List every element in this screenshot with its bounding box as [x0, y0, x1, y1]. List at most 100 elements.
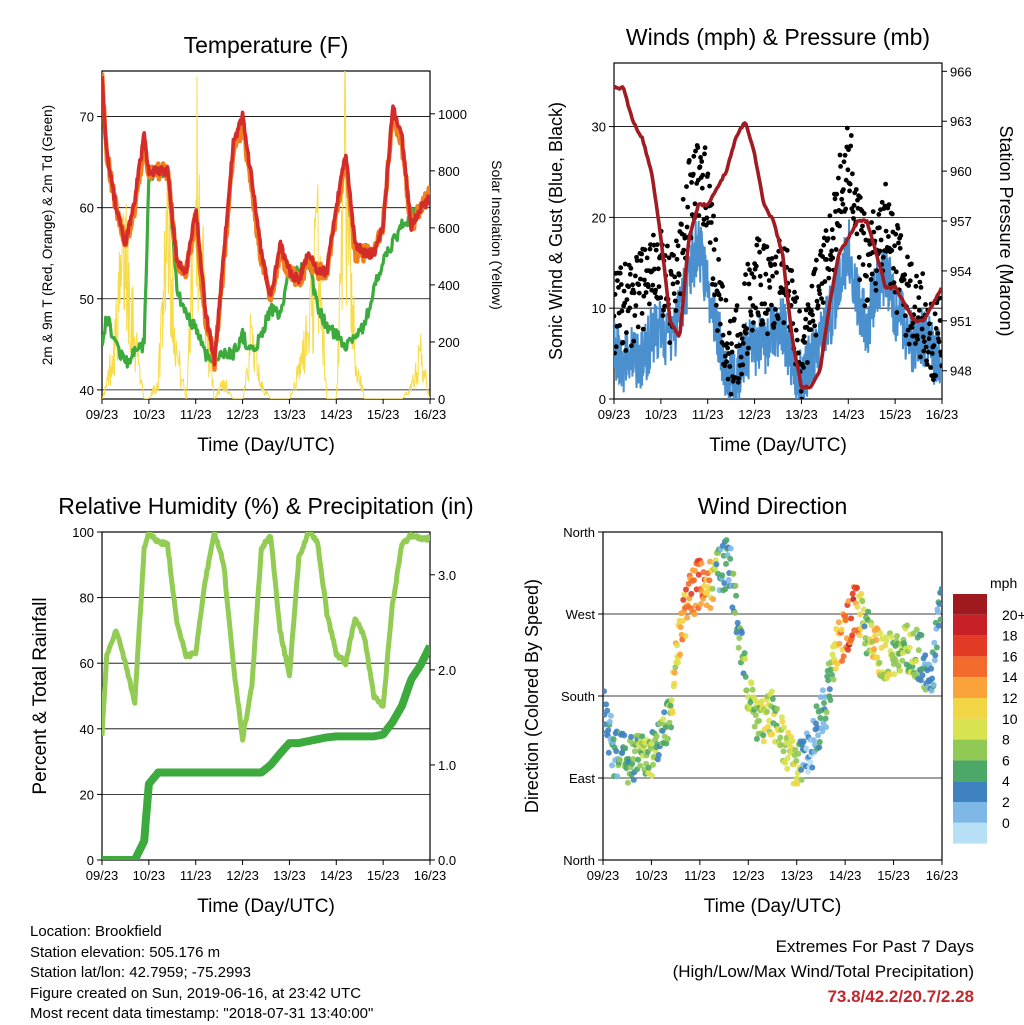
gust-point — [845, 167, 851, 173]
gust-point — [891, 266, 896, 271]
direction-point — [713, 561, 720, 568]
gust-point — [624, 297, 630, 302]
direction-point — [849, 632, 856, 639]
direction-point — [856, 632, 863, 639]
gust-point — [620, 340, 626, 345]
speed-legend-swatch — [953, 677, 987, 698]
direction-point — [621, 732, 628, 739]
gust-point — [699, 185, 705, 191]
gust-point — [874, 268, 879, 274]
temperature-xtick-label: 14/23 — [320, 407, 353, 422]
gust-point — [729, 349, 735, 355]
gust-point — [614, 292, 618, 297]
gust-point — [848, 133, 854, 138]
direction-point — [768, 688, 775, 695]
humidity-ytick-label: 100 — [72, 525, 94, 540]
direction-point — [614, 773, 621, 780]
speed-legend-swatch — [953, 614, 987, 636]
gust-point — [650, 282, 656, 288]
direction-point — [749, 686, 756, 693]
direction-point — [816, 739, 823, 745]
gust-point — [895, 225, 901, 231]
gust-point — [673, 308, 679, 313]
latlon-text: Station lat/lon: 42.7959; -75.2993 — [30, 964, 252, 981]
gust-point — [939, 363, 942, 369]
gust-point — [868, 277, 874, 282]
gust-point — [707, 240, 713, 246]
direction-point — [741, 650, 748, 657]
gust-point — [937, 318, 942, 323]
gust-point — [765, 331, 770, 337]
direction-point — [904, 622, 911, 629]
speed-legend-label: 4 — [1002, 773, 1010, 789]
speed-legend-label: 14 — [1002, 669, 1018, 685]
gust-point — [758, 282, 764, 288]
gust-point — [843, 206, 849, 212]
direction-point — [857, 611, 864, 618]
gust-point — [770, 273, 775, 279]
direction-point — [709, 585, 716, 592]
direction-point — [874, 654, 881, 661]
gust-point — [756, 312, 761, 318]
winds-y2tick-label: 951 — [950, 314, 972, 329]
humidity-y2tick-label: 3.0 — [438, 568, 456, 583]
gust-point — [740, 362, 746, 368]
temperature-xtick-label: 13/23 — [273, 407, 306, 422]
gust-point — [623, 348, 629, 353]
humidity-xtick-label: 14/23 — [320, 868, 353, 883]
direction-point — [858, 590, 865, 597]
gust-point — [901, 277, 907, 282]
direction-point — [821, 700, 827, 706]
direction-point — [733, 592, 740, 599]
gust-point — [923, 302, 928, 307]
direction-point — [834, 660, 841, 667]
direction-point — [666, 719, 673, 726]
direction-point — [706, 577, 713, 584]
temperature-y2tick-label: 800 — [438, 164, 460, 179]
direction-point — [794, 780, 801, 787]
direction-point — [815, 732, 822, 739]
direction-point — [784, 765, 791, 772]
gust-point — [832, 196, 838, 202]
speed-legend-label: 0 — [1002, 815, 1010, 831]
gust-point — [936, 339, 942, 345]
gust-point — [666, 255, 672, 261]
direction-point — [679, 618, 686, 624]
direction-point — [829, 671, 835, 678]
gust-point — [773, 254, 779, 260]
direction-point — [635, 756, 642, 763]
gust-point — [686, 158, 692, 163]
gust-point — [617, 270, 623, 276]
gust-point — [725, 376, 731, 382]
gust-point — [736, 376, 742, 381]
direction-point — [930, 681, 937, 688]
direction-point — [603, 701, 610, 708]
gust-point — [793, 327, 799, 333]
direction-point — [691, 577, 697, 584]
gust-point — [639, 311, 645, 316]
direction-point — [760, 732, 767, 739]
direction-point — [845, 598, 852, 605]
speed-legend-swatch — [953, 656, 987, 678]
gust-point — [933, 326, 939, 331]
direction-point — [809, 764, 816, 771]
gust-point — [827, 267, 832, 273]
gust-point — [615, 278, 620, 283]
gust-point — [913, 341, 918, 346]
gust-point — [725, 345, 730, 351]
gust-point — [802, 340, 807, 345]
speed-legend-swatch — [953, 739, 987, 761]
direction-point — [660, 716, 667, 723]
winds-xtick-label: 13/23 — [785, 407, 818, 422]
gust-point — [707, 183, 712, 189]
direction-point — [813, 703, 820, 710]
gust-point — [905, 327, 911, 333]
gust-point — [924, 358, 929, 364]
direction-point — [816, 744, 823, 751]
gust-points — [614, 125, 942, 399]
gust-point — [767, 285, 773, 290]
direction-point — [936, 622, 942, 629]
extremes-values: 73.8/42.2/20.7/2.28 — [827, 987, 974, 1006]
gust-point — [711, 247, 717, 253]
gust-point — [814, 298, 820, 304]
